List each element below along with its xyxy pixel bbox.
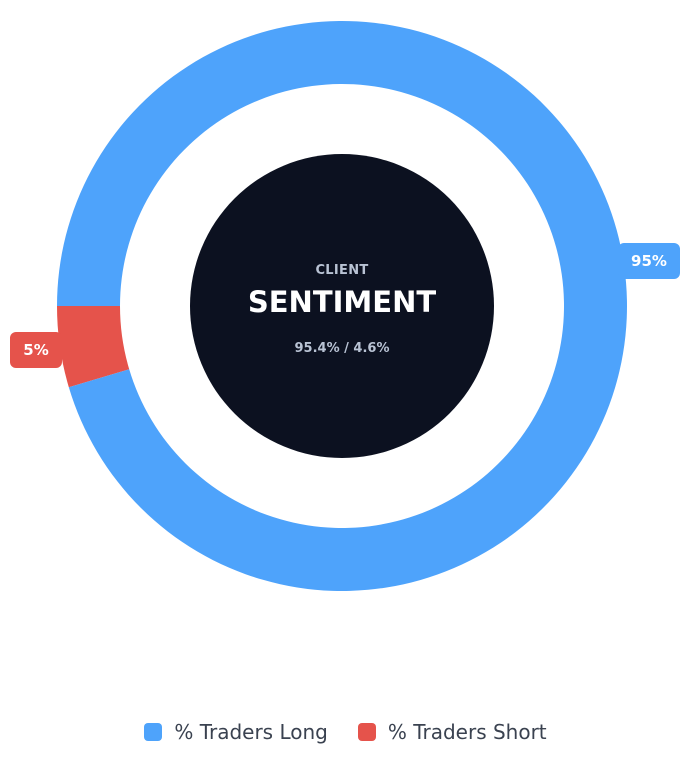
center-disc [190, 154, 494, 458]
legend-label-long: % Traders Long [174, 720, 328, 744]
slice-short[interactable] [57, 306, 130, 388]
legend: % Traders Long % Traders Short [0, 720, 691, 744]
center-title: SENTIMENT [248, 285, 436, 319]
legend-label-short: % Traders Short [387, 720, 547, 744]
slices-group [57, 21, 627, 592]
data-label-short-badge [10, 332, 62, 368]
data-labels-group: 95% 5% [10, 243, 680, 368]
legend-swatch-long [144, 723, 163, 741]
legend-swatch-short [357, 723, 376, 741]
legend-item-long[interactable]: % Traders Long [144, 720, 328, 744]
data-label-long: 95% [618, 243, 680, 279]
center-kicker: CLIENT [315, 263, 368, 278]
center-ratio: 95.4% / 4.6% [295, 341, 390, 356]
data-label-short: 5% [10, 332, 62, 368]
data-label-long-text: 95% [631, 252, 667, 270]
data-label-long-badge [618, 243, 680, 279]
data-label-short-text: 5% [23, 341, 48, 359]
legend-item-short[interactable]: % Traders Short [357, 720, 547, 744]
